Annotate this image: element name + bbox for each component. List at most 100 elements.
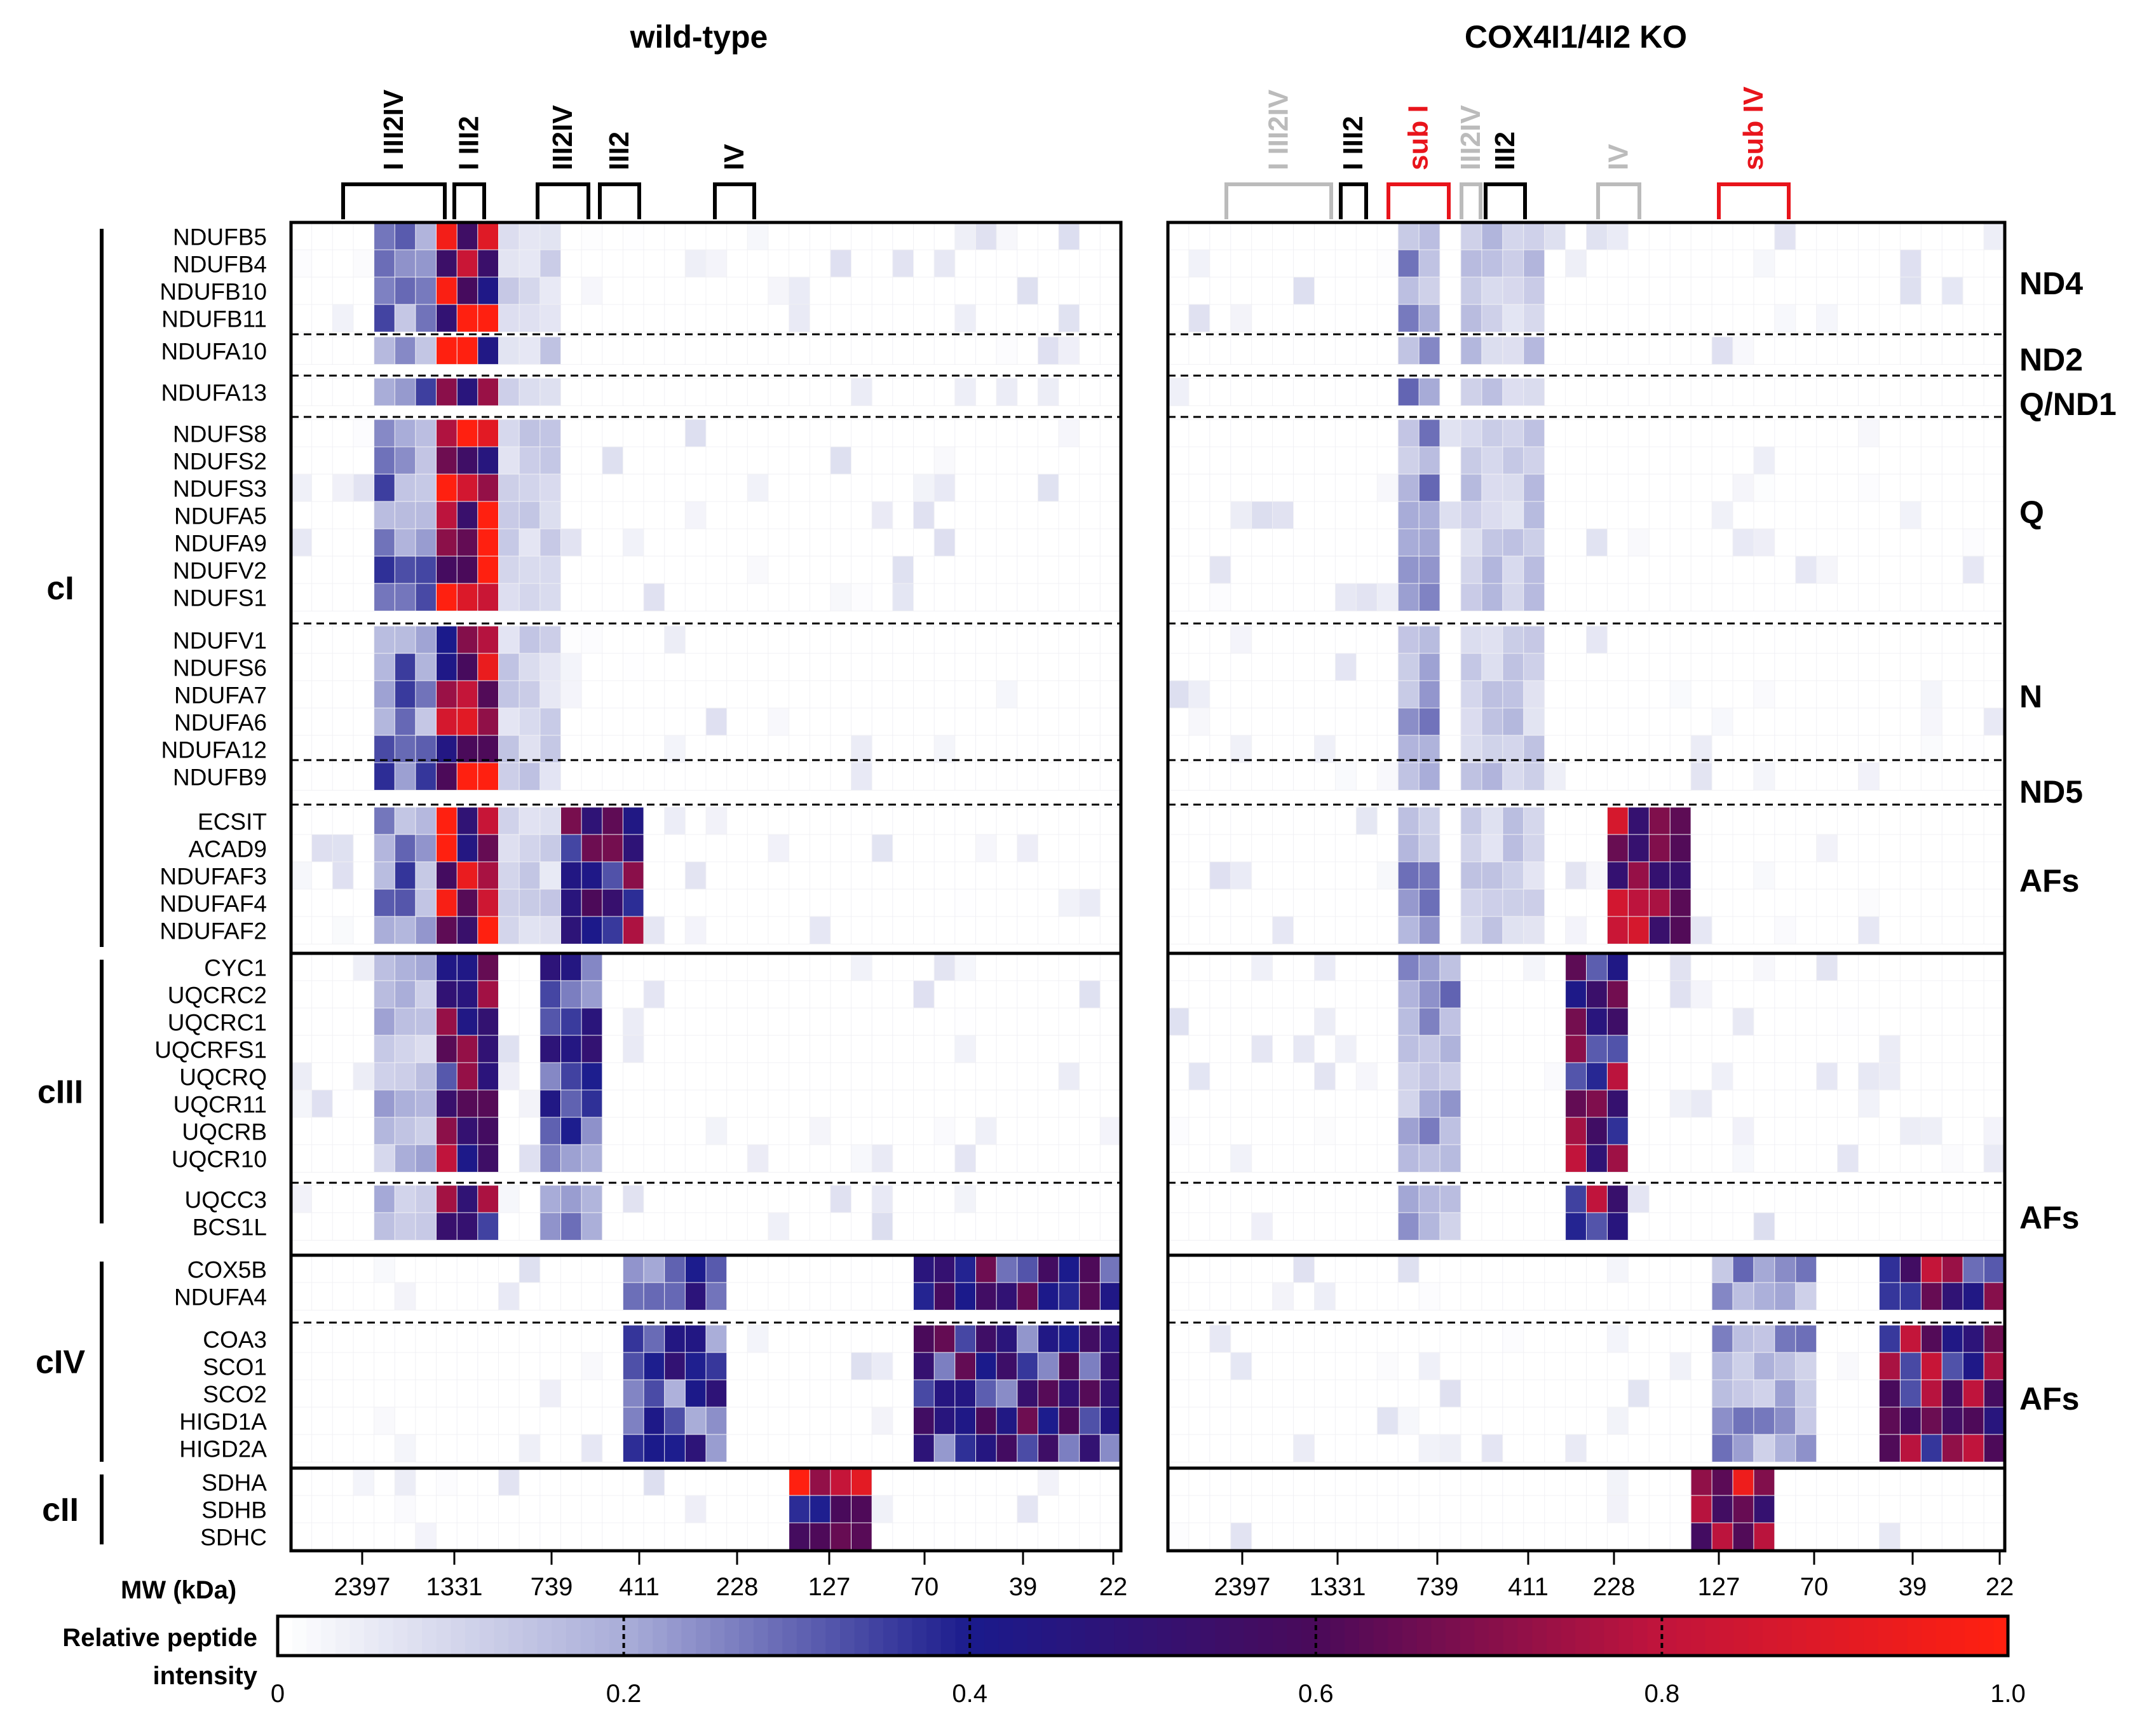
heatmap-cell bbox=[1037, 473, 1059, 502]
heatmap-cell bbox=[1167, 304, 1190, 332]
heatmap-cell bbox=[809, 1495, 831, 1523]
heatmap-cell bbox=[809, 1117, 831, 1145]
heatmap-cell bbox=[1920, 528, 1943, 557]
heatmap-cell bbox=[1983, 555, 2005, 584]
heatmap-cell bbox=[394, 473, 416, 502]
heatmap-cell bbox=[705, 980, 728, 1009]
heatmap-cell bbox=[290, 249, 313, 278]
heatmap-cell bbox=[954, 528, 977, 557]
heatmap-cell bbox=[1899, 1035, 1922, 1063]
heatmap-cell bbox=[311, 583, 334, 611]
heatmap-cell bbox=[1711, 762, 1733, 791]
heatmap-cell bbox=[498, 953, 520, 981]
heatmap-cell bbox=[415, 653, 437, 681]
heatmap-cell bbox=[519, 1324, 541, 1353]
heatmap-cell bbox=[1565, 304, 1587, 332]
heatmap-cell bbox=[684, 680, 707, 709]
heatmap-cell bbox=[954, 1379, 977, 1408]
heatmap-cell bbox=[415, 1282, 437, 1311]
colorbar-segment bbox=[1027, 1616, 1043, 1656]
heatmap-cell bbox=[1690, 1522, 1712, 1551]
heatmap-cell bbox=[1878, 555, 1901, 584]
heatmap-cell bbox=[498, 1062, 520, 1091]
heatmap-cell bbox=[581, 1495, 603, 1523]
heatmap-cell bbox=[1732, 1089, 1754, 1118]
heatmap-cell bbox=[1079, 276, 1101, 305]
heatmap-cell bbox=[726, 1035, 749, 1063]
heatmap-cell bbox=[830, 276, 852, 305]
heatmap-cell bbox=[353, 473, 375, 502]
heatmap-cell bbox=[1037, 1434, 1059, 1462]
heatmap-cell bbox=[1753, 555, 1775, 584]
heatmap-cell bbox=[705, 1324, 728, 1353]
colorbar-segment bbox=[1834, 1616, 1850, 1656]
heatmap-cell bbox=[498, 1379, 520, 1408]
heatmap-cell bbox=[1878, 304, 1901, 332]
heatmap-cell bbox=[1099, 1467, 1122, 1496]
heatmap-cell bbox=[1017, 1007, 1039, 1036]
heatmap-cell bbox=[1251, 707, 1273, 736]
heatmap-cell bbox=[1837, 1522, 1859, 1551]
heatmap-cell bbox=[809, 583, 831, 611]
heatmap-cell bbox=[1544, 1185, 1566, 1213]
heatmap-cell bbox=[726, 583, 749, 611]
heatmap-cell bbox=[1795, 680, 1817, 709]
row-label-ndufa7: NDUFA7 bbox=[174, 682, 267, 708]
heatmap-cell bbox=[1502, 807, 1524, 835]
heatmap-cell bbox=[705, 1212, 728, 1241]
heatmap-cell bbox=[539, 419, 562, 447]
heatmap-cell bbox=[1376, 1144, 1399, 1173]
heatmap-cell bbox=[913, 446, 935, 475]
heatmap-cell bbox=[1962, 916, 1984, 944]
heatmap-cell bbox=[1544, 953, 1566, 981]
heatmap-cell bbox=[1899, 653, 1922, 681]
heatmap-cell bbox=[1565, 916, 1587, 944]
heatmap-cell bbox=[353, 1434, 375, 1462]
heatmap-cell bbox=[1565, 762, 1587, 791]
heatmap-cell bbox=[1397, 1434, 1420, 1462]
heatmap-cell bbox=[913, 1212, 935, 1241]
heatmap-cell bbox=[560, 583, 582, 611]
heatmap-cell bbox=[498, 276, 520, 305]
heatmap-cell bbox=[892, 1522, 914, 1551]
heatmap-cell bbox=[664, 419, 686, 447]
heatmap-cell bbox=[1058, 378, 1080, 406]
heatmap-cell bbox=[1962, 378, 1984, 406]
heatmap-cell bbox=[913, 980, 935, 1009]
heatmap-cell bbox=[1795, 889, 1817, 917]
heatmap-cell bbox=[1167, 653, 1190, 681]
heatmap-cell bbox=[1753, 1324, 1775, 1353]
heatmap-cell bbox=[1334, 1035, 1357, 1063]
x-tick-label: 22 bbox=[1099, 1573, 1128, 1601]
heatmap-cell bbox=[1334, 419, 1357, 447]
heatmap-cell bbox=[1941, 762, 1963, 791]
heatmap-cell bbox=[892, 1185, 914, 1213]
heatmap-cell bbox=[684, 1324, 707, 1353]
heatmap-cell bbox=[1376, 1467, 1399, 1496]
heatmap-cell bbox=[1418, 980, 1441, 1009]
heatmap-cell bbox=[1858, 473, 1880, 502]
heatmap-cell bbox=[1858, 1035, 1880, 1063]
heatmap-cell bbox=[1648, 555, 1671, 584]
heatmap-cell bbox=[1837, 1212, 1859, 1241]
heatmap-cell bbox=[602, 1406, 624, 1435]
heatmap-cell bbox=[913, 735, 935, 763]
heatmap-cell bbox=[1418, 653, 1441, 681]
heatmap-cell bbox=[892, 1352, 914, 1380]
heatmap-cell bbox=[602, 861, 624, 890]
heatmap-cell bbox=[1037, 762, 1059, 791]
heatmap-cell bbox=[332, 378, 354, 406]
heatmap-cell bbox=[1334, 889, 1357, 917]
heatmap-cell bbox=[933, 653, 956, 681]
heatmap-cell bbox=[851, 1522, 872, 1551]
heatmap-cell bbox=[892, 1144, 914, 1173]
heatmap-cell bbox=[1314, 249, 1336, 278]
heatmap-cell bbox=[1397, 1062, 1420, 1091]
heatmap-cell bbox=[560, 249, 582, 278]
heatmap-cell bbox=[1079, 378, 1101, 406]
heatmap-cell bbox=[1523, 916, 1545, 944]
heatmap-cell bbox=[1272, 653, 1294, 681]
heatmap-cell bbox=[1167, 1185, 1190, 1213]
heatmap-cell bbox=[394, 583, 416, 611]
heatmap-cell bbox=[809, 446, 831, 475]
